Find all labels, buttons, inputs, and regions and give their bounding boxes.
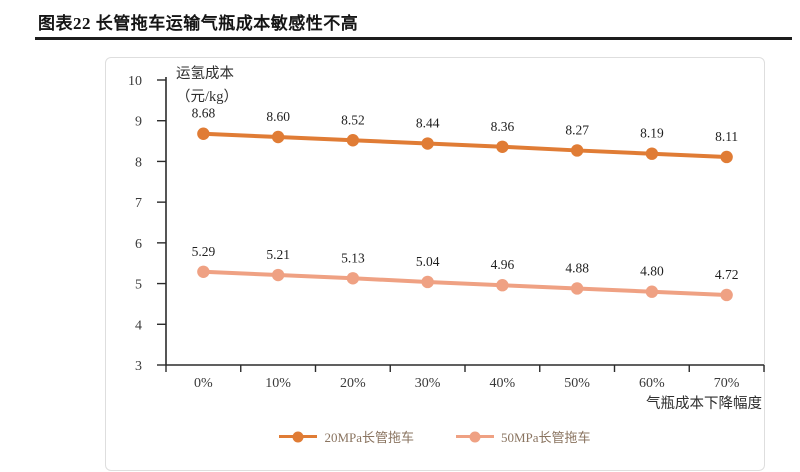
y-axis-title-line2: （元/kg）: [176, 89, 239, 105]
series-line: [201, 269, 729, 297]
y-tick-label: 9: [135, 115, 142, 130]
legend-label-20mpa: 20MPa长管拖车: [324, 430, 414, 445]
x-tick-label: 0%: [194, 376, 213, 391]
data-label: 8.68: [192, 106, 216, 121]
legend-dot-icon: [469, 431, 481, 442]
data-label: 8.36: [491, 119, 515, 134]
y-tick-label: 10: [128, 74, 142, 89]
data-point: [421, 137, 434, 150]
y-tick-label: 4: [135, 318, 142, 333]
y-tick-label: 5: [135, 278, 142, 293]
x-tick-label: 60%: [639, 376, 665, 391]
x-tick-label: 10%: [265, 376, 291, 391]
data-point: [346, 134, 360, 147]
x-tick-label: 20%: [340, 376, 366, 391]
legend-line-dot-icon: [456, 431, 494, 442]
data-label: 5.13: [341, 250, 365, 265]
data-label: 5.29: [192, 244, 216, 259]
data-label: 4.72: [715, 267, 739, 282]
data-point: [570, 282, 584, 295]
y-tick-label: 7: [135, 196, 142, 211]
legend-label-50mpa: 50MPa长管拖车: [501, 430, 591, 445]
series-line: [201, 131, 729, 159]
chart-panel: [105, 57, 765, 471]
data-label: 8.19: [640, 126, 664, 141]
x-tick-label: 30%: [415, 376, 441, 391]
x-tick-label: 70%: [714, 376, 740, 391]
legend-item-20mpa: 20MPa长管拖车: [279, 427, 414, 446]
y-axis-title-line1: 运氢成本: [176, 66, 234, 82]
data-point: [421, 275, 434, 289]
y-axis-title: 运氢成本 （元/kg）: [176, 63, 238, 109]
x-axis-title: 气瓶成本下降幅度: [646, 396, 762, 412]
data-point: [496, 140, 509, 153]
y-tick-label: 6: [135, 237, 142, 252]
data-point: [197, 265, 210, 278]
data-point: [346, 272, 360, 285]
data-point: [496, 279, 509, 292]
data-point: [271, 268, 285, 282]
chart-legend: 20MPa长管拖车 50MPa长管拖车: [105, 427, 765, 446]
x-tick-label: 50%: [564, 376, 590, 391]
data-label: 8.27: [565, 122, 589, 137]
data-label: 8.11: [715, 129, 738, 144]
y-tick-label: 8: [135, 155, 142, 170]
data-label: 4.88: [565, 260, 589, 275]
legend-dot-icon: [292, 431, 304, 442]
data-label: 5.21: [266, 247, 290, 262]
legend-line-dot-icon: [279, 431, 318, 442]
data-point: [720, 150, 733, 164]
x-tick-label: 40%: [490, 376, 516, 391]
title-underline: [35, 37, 792, 40]
data-label: 4.96: [491, 257, 515, 272]
y-tick-label: 3: [135, 359, 142, 374]
data-point: [271, 130, 285, 144]
legend-item-50mpa: 50MPa长管拖车: [456, 427, 591, 446]
data-point: [570, 144, 584, 157]
data-point: [197, 127, 210, 140]
data-label: 4.80: [640, 264, 664, 279]
data-label: 8.52: [341, 112, 365, 127]
data-point: [720, 288, 733, 302]
data-point: [645, 147, 659, 160]
data-label: 5.04: [416, 254, 440, 269]
figure-title: 图表22 长管拖车运输气瓶成本敏感性不高: [38, 14, 359, 33]
data-label: 8.60: [266, 109, 290, 124]
data-point: [645, 285, 659, 298]
data-label: 8.44: [416, 116, 440, 131]
